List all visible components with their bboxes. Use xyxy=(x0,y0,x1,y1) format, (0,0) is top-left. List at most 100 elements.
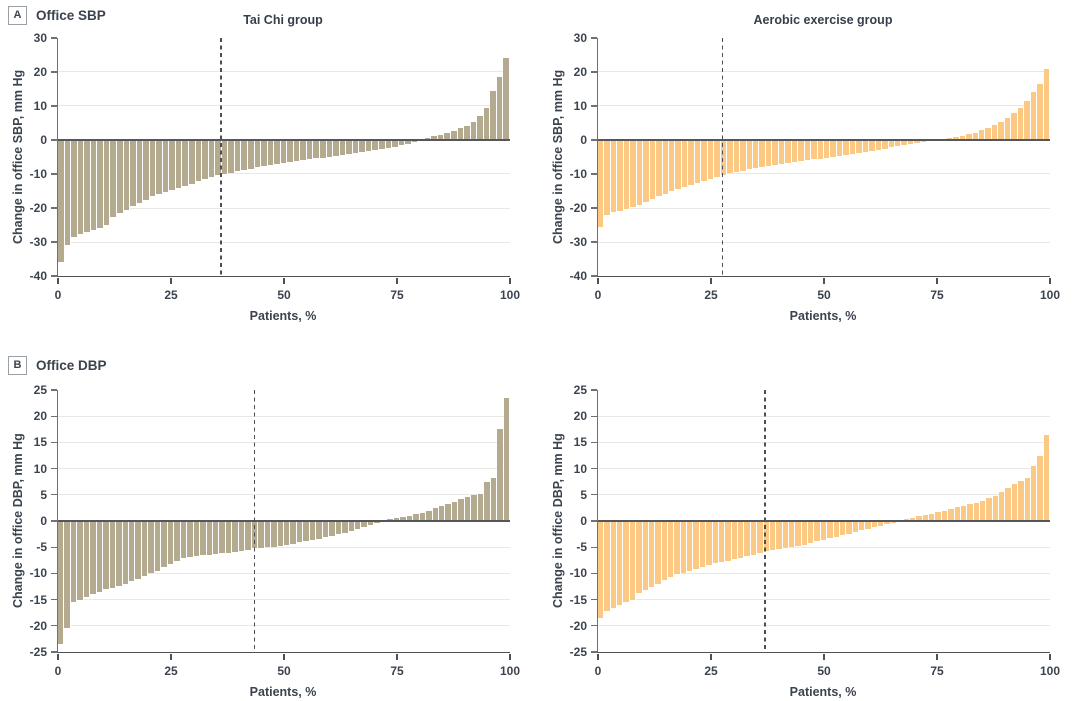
x-tick-label: 75 xyxy=(390,664,404,678)
bar xyxy=(718,521,726,562)
x-tick-label: 0 xyxy=(54,288,62,302)
bar xyxy=(765,140,773,166)
y-tick-mark xyxy=(50,37,57,39)
bar xyxy=(71,140,78,237)
y-tick-mark xyxy=(50,625,57,627)
bar xyxy=(503,397,510,521)
gridline xyxy=(598,468,1050,470)
plot-area: 30 20 10 0 -10 -20 -30 -40 0 25 50 75 100 xyxy=(570,32,1060,301)
bar xyxy=(978,130,986,140)
gridline xyxy=(58,441,510,443)
bar xyxy=(941,510,949,521)
bar xyxy=(1017,107,1025,140)
bar xyxy=(859,521,866,531)
bar xyxy=(740,140,747,171)
bar xyxy=(484,481,491,521)
x-tick-mark xyxy=(710,277,712,284)
bar xyxy=(699,521,707,568)
bar xyxy=(174,521,181,561)
y-tick-mark xyxy=(590,241,597,243)
y-tick-mark xyxy=(590,467,597,470)
y-tick-label: 20 xyxy=(573,65,587,79)
y-tick-label: 25 xyxy=(573,383,587,397)
x-tick-label: 25 xyxy=(164,288,178,302)
bar xyxy=(182,140,189,186)
x-tick-label: 50 xyxy=(277,664,291,678)
bar xyxy=(116,140,124,214)
x-axis-label: Patients, % xyxy=(789,685,857,699)
bar xyxy=(254,140,262,168)
x-tick-label: 100 xyxy=(499,288,521,302)
bar xyxy=(804,140,812,161)
bar xyxy=(901,140,908,146)
y-axis-label: Change in office DBP, mm Hg xyxy=(551,433,565,609)
x-tick-mark xyxy=(597,653,599,660)
bar xyxy=(352,140,360,153)
plot-area: 25 20 15 10 5 0 -5 -10 -15 -20 -25 0 25 50 75 100 xyxy=(570,384,1060,677)
bar xyxy=(406,515,414,521)
gridline xyxy=(598,173,1050,175)
y-tick-mark xyxy=(590,520,597,522)
gridline xyxy=(598,415,1050,417)
y-tick-mark xyxy=(50,546,57,548)
bar xyxy=(438,506,446,521)
bar xyxy=(1043,434,1050,521)
x-tick-label: 100 xyxy=(499,664,521,678)
bar xyxy=(141,521,149,577)
zero-axis-line xyxy=(58,139,510,141)
bar xyxy=(202,140,209,180)
bar xyxy=(458,498,465,521)
y-axis-label: Change in office DBP, mm Hg xyxy=(11,433,25,609)
bar xyxy=(149,140,157,197)
bar xyxy=(359,140,366,152)
bar xyxy=(668,521,675,577)
y-tick-mark xyxy=(590,441,597,444)
gridline xyxy=(598,599,1050,601)
bar xyxy=(662,140,670,194)
bar xyxy=(503,58,510,140)
y-tick-mark xyxy=(50,441,57,444)
dashed-reference-line xyxy=(721,38,724,276)
y-tick-label: 5 xyxy=(580,487,587,502)
bar xyxy=(320,140,327,158)
bar xyxy=(195,140,203,182)
bar xyxy=(888,140,896,148)
bar xyxy=(258,521,265,548)
y-tick-label: 10 xyxy=(33,99,47,113)
bar xyxy=(187,521,194,557)
chart-dbp-aerobic: Change in office DBP, mm Hg 25 20 15 10 5 0 -5… xyxy=(540,362,1080,699)
bar xyxy=(264,521,272,548)
bar xyxy=(862,140,870,152)
y-tick-mark xyxy=(50,598,57,601)
y-tick-label: -10 xyxy=(569,167,587,181)
bar xyxy=(122,521,130,584)
bar xyxy=(836,140,844,156)
bar xyxy=(110,140,117,217)
y-tick-mark xyxy=(590,37,597,39)
bar xyxy=(175,140,183,188)
bar xyxy=(707,140,715,180)
bar xyxy=(241,140,248,170)
y-tick-mark xyxy=(50,71,57,73)
bar xyxy=(675,140,682,189)
x-tick-mark xyxy=(396,277,398,284)
bar xyxy=(280,140,288,164)
bar xyxy=(129,521,136,582)
x-axis-label: Patients, % xyxy=(789,309,857,323)
y-tick-mark xyxy=(50,241,57,243)
bar xyxy=(656,140,663,197)
bar xyxy=(727,140,734,174)
bar xyxy=(852,521,859,532)
bar xyxy=(477,116,484,140)
gridline xyxy=(598,625,1050,627)
y-tick-mark xyxy=(590,494,597,496)
bar xyxy=(688,140,695,185)
bar xyxy=(795,521,802,546)
x-tick-label: 25 xyxy=(704,288,718,302)
bar xyxy=(451,501,459,521)
y-tick-label: 10 xyxy=(33,461,47,476)
bar xyxy=(393,517,401,521)
bar xyxy=(798,140,805,161)
y-tick-label: -5 xyxy=(36,540,47,555)
bar xyxy=(77,521,84,600)
